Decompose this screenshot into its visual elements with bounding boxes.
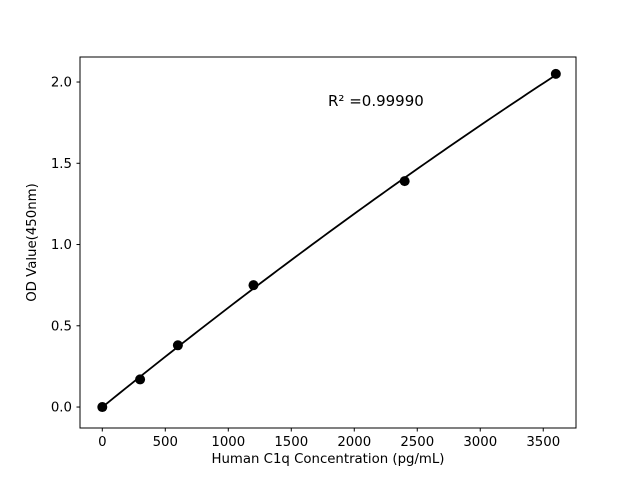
x-tick-label: 2500 bbox=[400, 435, 434, 450]
data-point bbox=[550, 68, 561, 79]
y-tick-label: 1.0 bbox=[51, 238, 72, 253]
r-squared-annotation: R² =0.99990 bbox=[328, 92, 424, 110]
y-axis-title: OD Value(450nm) bbox=[25, 183, 40, 302]
x-axis-title: Human C1q Concentration (pg/mL) bbox=[212, 452, 445, 467]
x-tick-label: 3500 bbox=[526, 435, 560, 450]
data-point bbox=[399, 176, 410, 187]
plot-area: 0 500 1000 1500 2000 2500 3000 3500 0.0 0.5 1.0 1.5… bbox=[51, 56, 577, 450]
x-tick-label: 2000 bbox=[337, 435, 371, 450]
x-tick-label: 3000 bbox=[463, 435, 497, 450]
y-tick-label: 1.5 bbox=[51, 157, 72, 172]
data-point bbox=[97, 402, 108, 413]
y-tick-label: 2.0 bbox=[51, 76, 72, 91]
x-tick-label: 1500 bbox=[274, 435, 308, 450]
plot-border bbox=[79, 56, 577, 429]
x-tick-label: 500 bbox=[153, 435, 178, 450]
x-tick-label: 1000 bbox=[211, 435, 245, 450]
data-point bbox=[248, 280, 259, 291]
fit-line bbox=[101, 74, 557, 408]
data-point bbox=[135, 374, 146, 385]
x-tick-label: 0 bbox=[98, 435, 106, 450]
data-point bbox=[172, 340, 183, 351]
y-tick-label: 0.5 bbox=[51, 319, 72, 334]
y-tick-label: 0.0 bbox=[51, 401, 72, 416]
